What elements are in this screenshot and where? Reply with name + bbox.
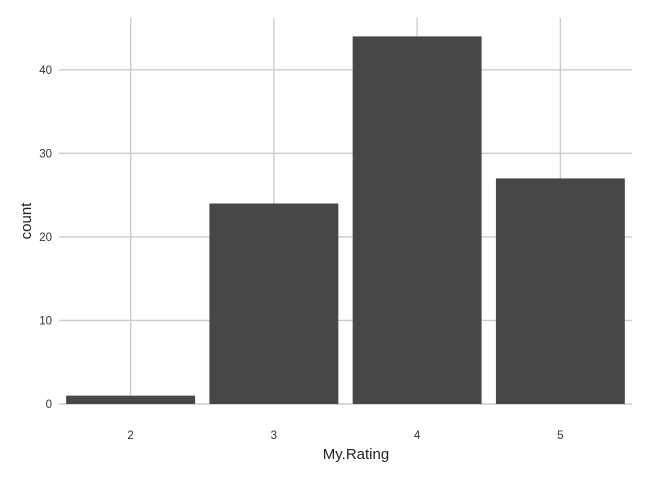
y-tick-label: 40 <box>39 65 52 77</box>
x-tick-label: 5 <box>557 430 563 442</box>
x-axis-ticks: 2 3 4 5 <box>127 430 563 442</box>
y-axis-ticks: 0 10 20 30 40 <box>39 65 52 411</box>
bar-3 <box>209 203 339 404</box>
x-tick-label: 2 <box>127 430 133 442</box>
bar-4 <box>352 36 482 404</box>
x-tick-label: 3 <box>271 430 277 442</box>
y-tick-label: 20 <box>39 232 52 244</box>
x-axis-title: My.Rating <box>323 446 389 463</box>
y-tick-label: 0 <box>46 399 52 411</box>
bars <box>66 36 625 404</box>
y-axis-title: count <box>18 202 35 240</box>
x-tick-label: 4 <box>414 430 421 442</box>
y-tick-label: 10 <box>39 315 52 327</box>
bar-5 <box>495 178 625 404</box>
bar-2 <box>66 395 196 404</box>
y-tick-label: 30 <box>39 148 52 160</box>
